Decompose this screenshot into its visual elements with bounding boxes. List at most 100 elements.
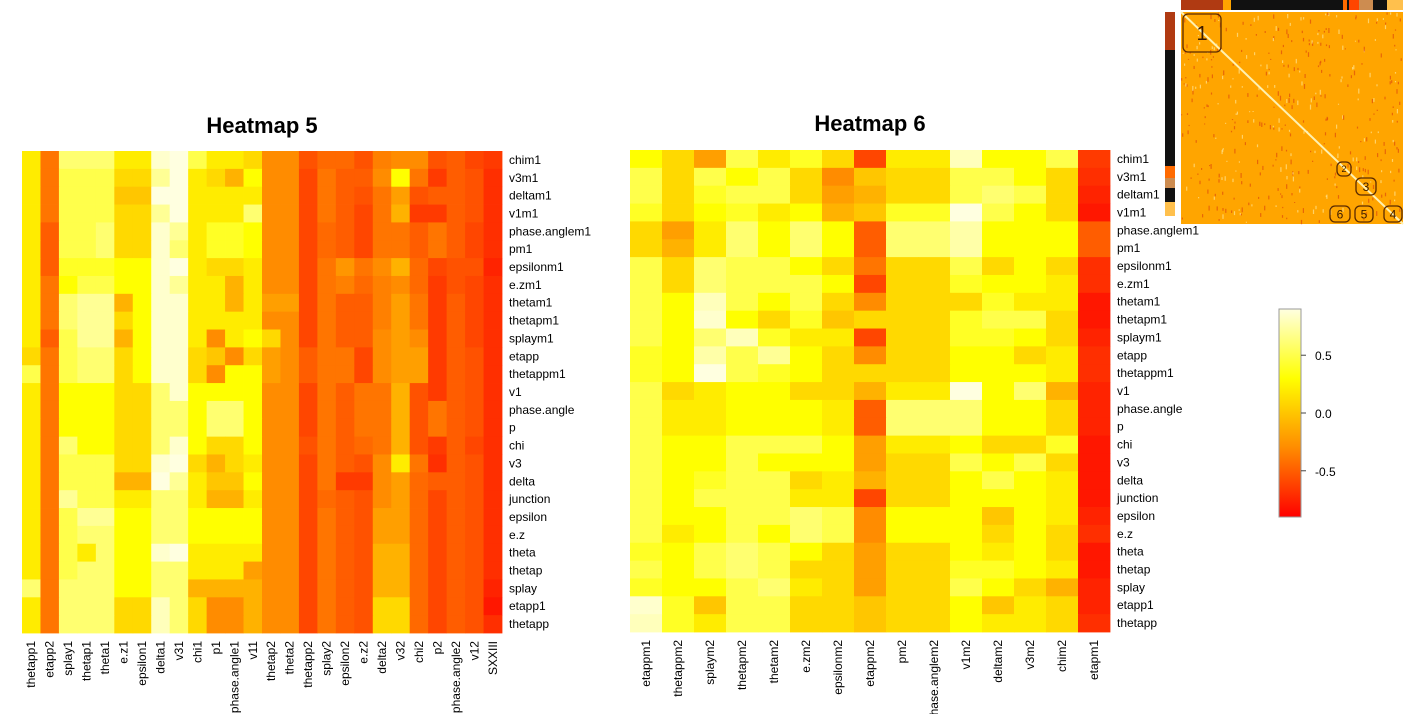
heatmap-6-cell: [758, 435, 791, 454]
heatmap-5-cell: [58, 151, 78, 170]
heatmap-6-cell: [694, 274, 727, 294]
heatmap-5-cell: [114, 275, 134, 295]
heatmap-6-cell: [630, 203, 663, 222]
heatmap-6-cell: [790, 364, 823, 383]
heatmap-6-cell: [854, 507, 887, 526]
heatmap-5-cell: [243, 293, 263, 313]
heatmap-5-row-label: e.z: [509, 528, 525, 542]
heatmap-6-cell: [630, 417, 663, 437]
overview-speckle: [1234, 148, 1236, 154]
heatmap-5-cell: [40, 365, 60, 384]
heatmap-5-cell: [280, 365, 300, 384]
heatmap-5-cell: [280, 204, 300, 223]
heatmap-6-cell: [950, 274, 983, 294]
heatmap-6-cell: [822, 614, 855, 633]
heatmap-5-cell: [335, 311, 355, 330]
overview-speckle: [1245, 38, 1247, 40]
overview-speckle: [1213, 196, 1215, 200]
overview-speckle: [1218, 219, 1220, 221]
heatmap-5-col-label: splay1: [61, 641, 75, 676]
heatmap-5-cell: [22, 383, 41, 402]
heatmap-5-cell: [77, 615, 97, 634]
heatmap-6-cell: [790, 453, 823, 472]
heatmap-5-cell: [132, 311, 152, 330]
heatmap-5-cell: [151, 275, 171, 295]
heatmap-5-cell: [77, 543, 97, 562]
heatmap-5-cell: [114, 615, 134, 634]
heatmap-5-cell: [317, 525, 337, 545]
heatmap-5-cell: [446, 311, 466, 330]
heatmap-5-cell: [206, 383, 226, 402]
heatmap-6-cell: [758, 471, 791, 490]
heatmap-6-cell: [918, 471, 951, 490]
heatmap-5-cell: [262, 168, 281, 188]
heatmap-5-cell: [298, 204, 318, 223]
overview-speckle: [1365, 212, 1368, 216]
heatmap-5-cell: [262, 204, 281, 223]
heatmap-5-cell: [280, 508, 300, 527]
overview-speckle: [1312, 42, 1314, 46]
heatmap-5-cell: [446, 561, 466, 580]
heatmap-5-cell: [77, 579, 97, 598]
heatmap-6-cell: [1046, 417, 1079, 437]
overview-speckle: [1319, 61, 1321, 66]
heatmap-5-cell: [132, 329, 152, 348]
legend-tick-label: -0.5: [1315, 465, 1336, 479]
heatmap-5-cell: [446, 222, 466, 241]
heatmap-5-cell: [188, 436, 208, 455]
overview-speckle: [1299, 189, 1301, 193]
heatmap-5-cell: [95, 579, 115, 598]
heatmap-6-cell: [758, 274, 791, 294]
heatmap-5-cell: [354, 186, 374, 205]
overview-top-strip-segment: [1347, 0, 1349, 10]
overview-speckle: [1342, 45, 1344, 50]
heatmap-6-cell: [822, 274, 855, 294]
overview-speckle: [1212, 56, 1214, 58]
overview-block-marker: [1383, 205, 1403, 223]
overview-speckle: [1273, 106, 1275, 108]
heatmap-5-cell: [446, 436, 466, 455]
heatmap-5-cell: [354, 222, 374, 241]
overview-speckle: [1286, 184, 1288, 189]
overview-speckle: [1397, 148, 1399, 153]
overview-speckle: [1320, 95, 1322, 97]
overview-speckle: [1344, 48, 1346, 50]
heatmap-6-cell: [1014, 560, 1047, 579]
heatmap-5-cell: [132, 293, 152, 313]
heatmap-5-cell: [483, 186, 503, 205]
overview-speckle: [1216, 48, 1218, 52]
overview-speckle: [1377, 153, 1379, 158]
heatmap-5-cell: [446, 418, 466, 438]
heatmap-6-cell: [694, 257, 727, 276]
heatmap-6-cell: [1014, 578, 1047, 597]
overview-speckle: [1275, 205, 1277, 207]
heatmap-5-cell: [391, 383, 411, 402]
overview-speckle: [1358, 39, 1360, 43]
heatmap-5-cell: [225, 454, 244, 473]
heatmap-5-cell: [446, 186, 466, 205]
overview-speckle: [1366, 137, 1368, 142]
heatmap-6-cell: [726, 578, 759, 597]
heatmap-5-cell: [483, 311, 503, 330]
overview-speckle: [1196, 45, 1198, 50]
overview-speckle: [1225, 208, 1227, 213]
heatmap-6-cell: [918, 524, 951, 544]
heatmap-6-cell: [790, 274, 823, 294]
heatmap-5-cell: [77, 383, 97, 402]
overview-speckle: [1326, 117, 1329, 120]
heatmap-6-cell: [1078, 471, 1111, 490]
heatmap-5-cell: [225, 204, 244, 223]
heatmap-5-cell: [317, 258, 337, 277]
heatmap-5-cell: [206, 490, 226, 509]
heatmap-5-cell: [151, 490, 171, 509]
heatmap-5-cell: [40, 579, 60, 598]
heatmap-6-cell: [630, 185, 663, 204]
overview-speckle: [1230, 85, 1232, 88]
heatmap-5-cell: [372, 151, 392, 170]
heatmap-6-cell: [790, 150, 823, 169]
heatmap-6-cell: [982, 614, 1015, 633]
overview-speckle: [1213, 134, 1215, 138]
heatmap-5-cell: [409, 329, 429, 348]
heatmap-5-row-label: epsilonm1: [509, 260, 564, 274]
heatmap-6-cell: [662, 453, 695, 472]
